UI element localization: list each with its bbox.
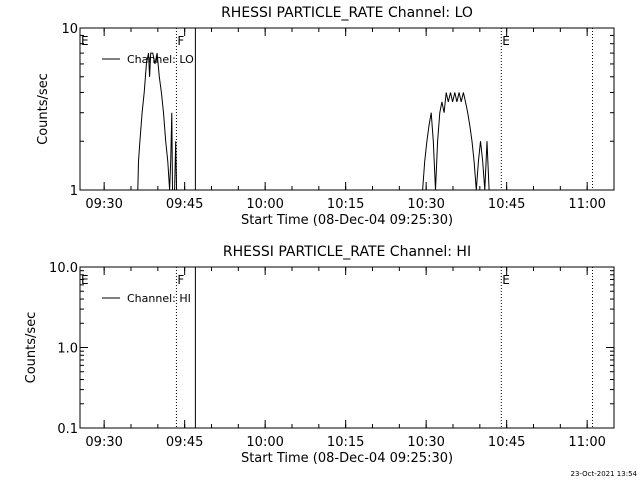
- x-tick-label: 10:30: [407, 197, 444, 212]
- x-tick-label: 09:45: [166, 197, 203, 212]
- y-tick-label: 0.1: [57, 422, 78, 437]
- x-tick-label: 10:30: [407, 435, 444, 450]
- event-marker-label: F: [177, 273, 184, 287]
- event-marker-label: F: [177, 34, 184, 48]
- x-tick-label: 10:15: [327, 197, 364, 212]
- y-tick-label: 10: [61, 22, 78, 37]
- series-line: [137, 52, 490, 191]
- x-axis-label: Start Time (08-Dec-04 09:25:30): [241, 451, 453, 466]
- x-axis-label: Start Time (08-Dec-04 09:25:30): [241, 213, 453, 228]
- y-tick-label: 1: [70, 184, 78, 199]
- y-tick-label: 1.0: [57, 342, 78, 357]
- x-tick-label: 10:15: [327, 435, 364, 450]
- x-tick-label: 10:00: [246, 435, 283, 450]
- x-tick-label: 10:00: [246, 197, 283, 212]
- x-tick-label: 11:00: [568, 197, 605, 212]
- x-tick-label: 09:45: [166, 435, 203, 450]
- event-marker-label: E: [502, 34, 510, 48]
- hi-channel-panel: RHESSI PARTICLE_RATE Channel: HI 09:30 09:…: [24, 244, 615, 466]
- x-tick-label: 11:00: [568, 435, 605, 450]
- x-tick-label: 10:45: [488, 435, 525, 450]
- x-tick-label: 09:30: [85, 435, 122, 450]
- chart-title: RHESSI PARTICLE_RATE Channel: HI: [223, 244, 471, 260]
- legend-label: Channel: HI: [127, 292, 191, 305]
- y-axis-label: Counts/sec: [36, 73, 51, 145]
- y-axis-label: Counts/sec: [24, 312, 39, 384]
- y-tick-label: 10.0: [49, 261, 78, 276]
- legend-label: Channel: LO: [127, 53, 194, 66]
- x-tick-label: 09:30: [85, 197, 122, 212]
- lo-channel-panel: RHESSI PARTICLE_RATE Channel: LO 09:30 09:…: [36, 5, 615, 228]
- footer-timestamp: 23-Oct-2021 13:54: [571, 470, 638, 478]
- chart-title: RHESSI PARTICLE_RATE Channel: LO: [221, 5, 473, 21]
- event-marker-label: E: [81, 273, 89, 287]
- event-marker-label: E: [502, 273, 510, 287]
- x-tick-label: 10:45: [488, 197, 525, 212]
- event-marker-label: E: [81, 34, 89, 48]
